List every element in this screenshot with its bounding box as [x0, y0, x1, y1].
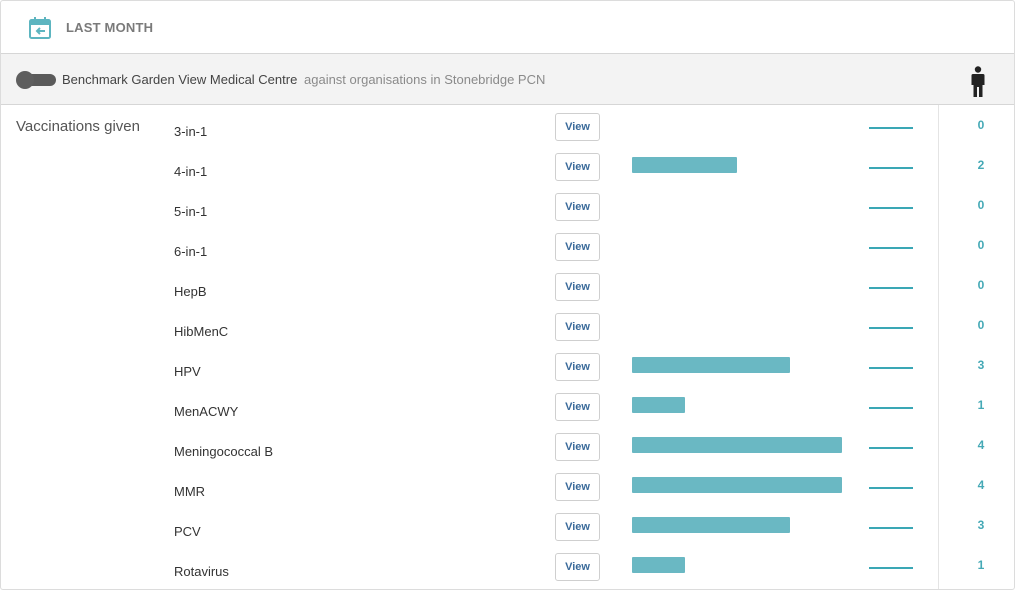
trend-sparkline [869, 327, 913, 329]
vaccination-count[interactable]: 4 [977, 478, 985, 492]
vaccination-name: PCV [174, 524, 201, 539]
vaccination-row: Meningococcal B View 4 [1, 433, 1014, 473]
section-title: Vaccinations given [16, 118, 140, 135]
vaccination-count[interactable]: 4 [977, 438, 985, 452]
vaccination-count[interactable]: 0 [977, 118, 985, 132]
vaccination-count[interactable]: 2 [977, 158, 985, 172]
vaccination-row: 6-in-1 View 0 [1, 233, 1014, 273]
trend-sparkline [869, 367, 913, 369]
column-divider [938, 105, 939, 589]
vaccination-count[interactable]: 0 [977, 198, 985, 212]
trend-sparkline [869, 447, 913, 449]
trend-sparkline [869, 127, 913, 129]
view-button[interactable]: View [555, 353, 600, 381]
benchmark-toggle[interactable] [16, 71, 56, 89]
vaccination-name: HibMenC [174, 324, 229, 339]
vaccination-name: Meningococcal B [174, 444, 273, 459]
trend-sparkline [869, 407, 913, 409]
period-header: LAST MONTH [1, 1, 1014, 54]
vaccination-row: MenACWY View 1 [1, 393, 1014, 433]
vaccination-name: Rotavirus [174, 564, 229, 579]
benchmark-context: against organisations in Stonebridge PCN [304, 72, 546, 87]
view-button[interactable]: View [555, 473, 600, 501]
count-bar [632, 517, 790, 533]
benchmark-label: Benchmark Garden View Medical Centre [62, 72, 298, 87]
vaccination-name: 3-in-1 [174, 124, 208, 139]
view-button[interactable]: View [555, 553, 600, 581]
period-label[interactable]: LAST MONTH [66, 20, 154, 35]
vaccination-name: MMR [174, 484, 206, 499]
vaccination-row: MMR View 4 [1, 473, 1014, 513]
vaccination-row: 4-in-1 View 2 [1, 153, 1014, 193]
vaccination-count[interactable]: 0 [977, 238, 985, 252]
view-button[interactable]: View [555, 313, 600, 341]
calendar-icon[interactable] [28, 16, 52, 40]
vaccination-name: 5-in-1 [174, 204, 208, 219]
count-bar [632, 437, 842, 453]
vaccination-name: 4-in-1 [174, 164, 208, 179]
vaccination-row: PCV View 3 [1, 513, 1014, 553]
vaccination-row: 5-in-1 View 0 [1, 193, 1014, 233]
vaccination-count[interactable]: 3 [977, 518, 985, 532]
vaccination-name: MenACWY [174, 404, 239, 419]
vaccination-count[interactable]: 1 [977, 398, 985, 412]
view-button[interactable]: View [555, 393, 600, 421]
vaccination-name: HPV [174, 364, 201, 379]
vaccination-row: HibMenC View 0 [1, 313, 1014, 353]
count-bar [632, 397, 685, 413]
view-button[interactable]: View [555, 433, 600, 461]
trend-sparkline [869, 167, 913, 169]
count-bar [632, 357, 790, 373]
vaccination-count[interactable]: 3 [977, 358, 985, 372]
count-bar [632, 557, 685, 573]
vaccination-count[interactable]: 0 [977, 318, 985, 332]
view-button[interactable]: View [555, 153, 600, 181]
vaccination-row: HepB View 0 [1, 273, 1014, 313]
vaccination-name: 6-in-1 [174, 244, 208, 259]
view-button[interactable]: View [555, 113, 600, 141]
vaccination-row: HPV View 3 [1, 353, 1014, 393]
trend-sparkline [869, 247, 913, 249]
view-button[interactable]: View [555, 513, 600, 541]
trend-sparkline [869, 487, 913, 489]
trend-sparkline [869, 527, 913, 529]
count-bar [632, 477, 842, 493]
view-button[interactable]: View [555, 193, 600, 221]
vaccination-row: Rotavirus View 1 [1, 553, 1014, 589]
count-bar [632, 157, 737, 173]
vaccination-row: 3-in-1 View 0 [1, 113, 1014, 153]
trend-sparkline [869, 207, 913, 209]
person-icon [971, 66, 985, 97]
vaccination-count[interactable]: 0 [977, 278, 985, 292]
vaccination-name: HepB [174, 284, 207, 299]
view-button[interactable]: View [555, 273, 600, 301]
benchmark-bar: Benchmark Garden View Medical Centre aga… [1, 54, 1014, 105]
view-button[interactable]: View [555, 233, 600, 261]
trend-sparkline [869, 567, 913, 569]
trend-sparkline [869, 287, 913, 289]
vaccination-count[interactable]: 1 [977, 558, 985, 572]
